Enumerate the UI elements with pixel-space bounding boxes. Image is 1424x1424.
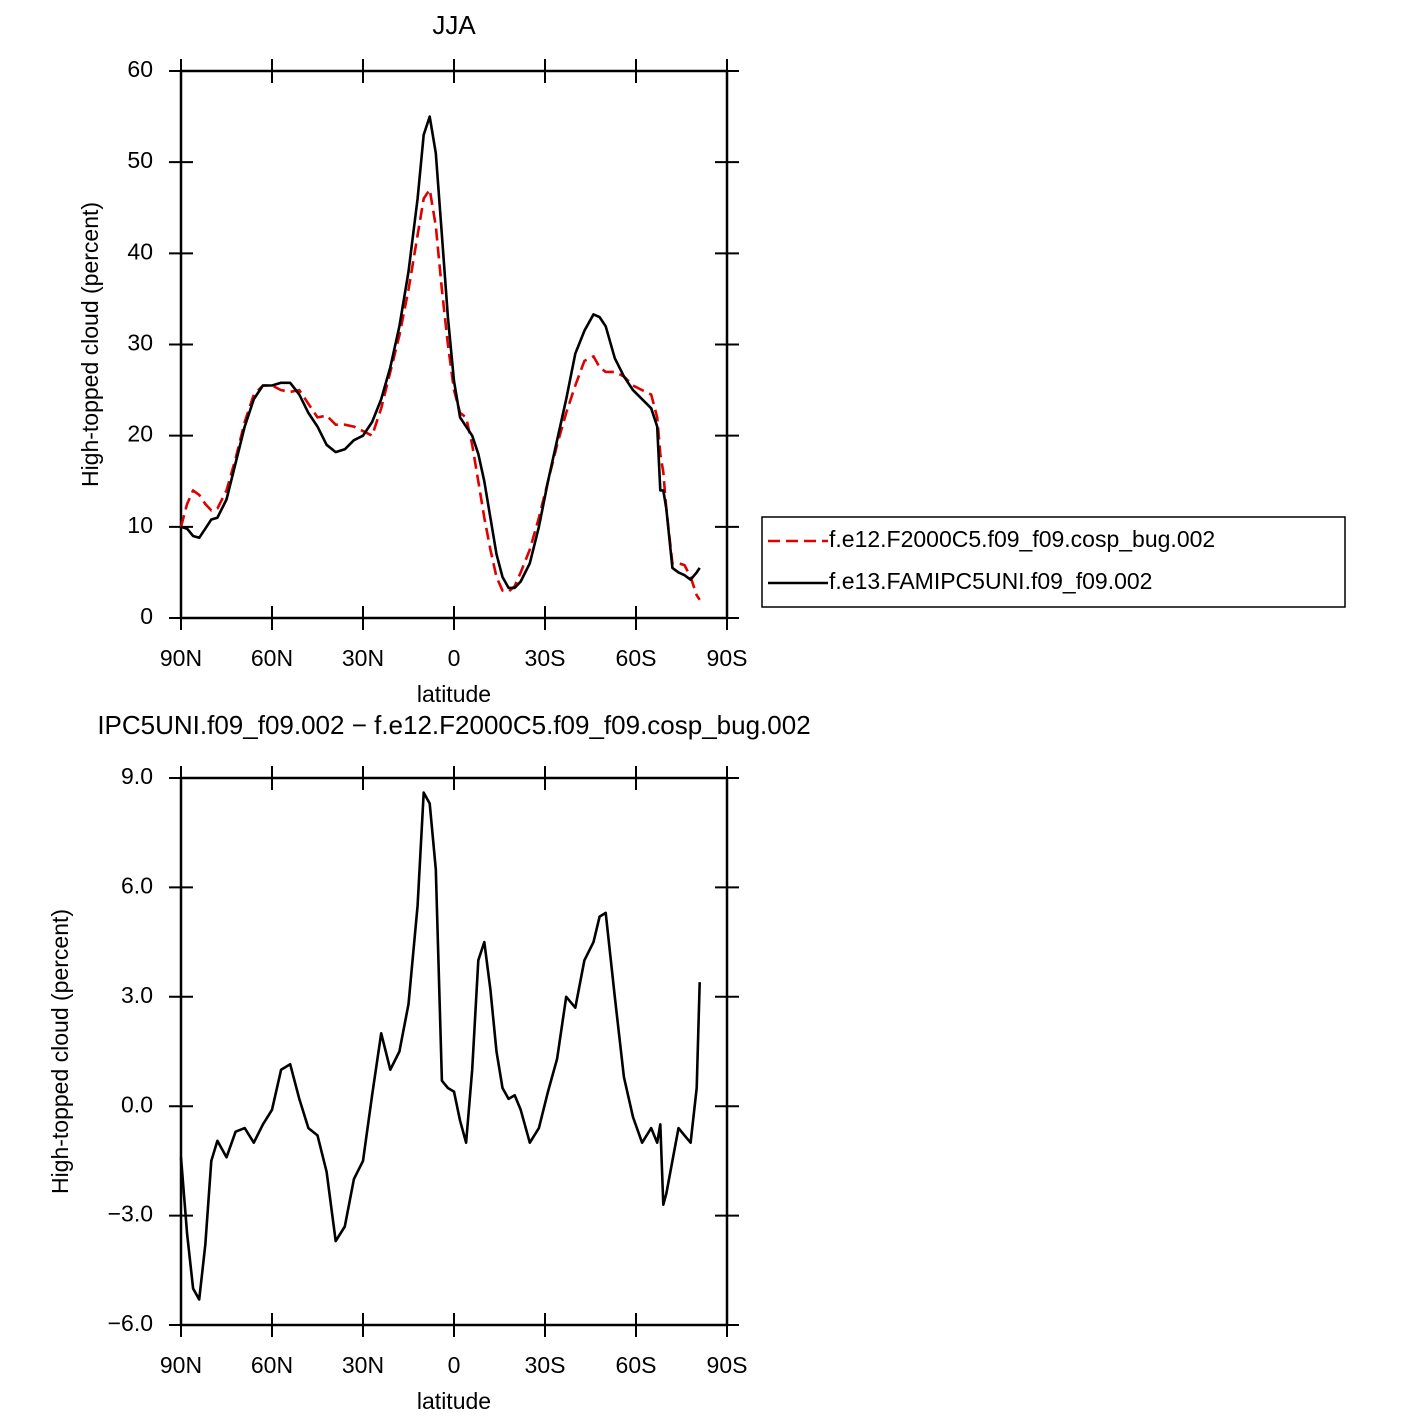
chart-title: IPC5UNI.f09_f09.002 − f.e12.F2000C5.f09_… (97, 710, 810, 740)
y-tick-label: 0.0 (121, 1091, 153, 1117)
y-axis-label: High-topped cloud (percent) (77, 202, 103, 487)
legend-box (761, 516, 1346, 608)
series-line (179, 188, 701, 601)
y-tick-label: 3.0 (121, 982, 153, 1008)
y-tick-label: −3.0 (108, 1201, 153, 1227)
legend-label: f.e13.FAMIPC5UNI.f09_f09.002 (829, 568, 1152, 594)
y-tick-label: 6.0 (121, 872, 153, 898)
y-tick-label: 30 (127, 330, 153, 356)
y-axis-label: High-topped cloud (percent) (47, 909, 73, 1194)
x-tick-label: 60S (616, 645, 657, 671)
plot-frame (179, 69, 729, 620)
y-tick-label: 0 (140, 603, 153, 629)
x-tick-label: 90S (707, 645, 748, 671)
series-line (180, 115, 701, 590)
x-tick-label: 30N (342, 645, 384, 671)
y-tick-label: 20 (127, 421, 153, 447)
plot-frame (179, 776, 729, 1327)
y-tick-label: −6.0 (108, 1310, 153, 1336)
x-tick-label: 90S (707, 1352, 748, 1378)
x-tick-label: 30S (525, 645, 566, 671)
y-tick-label: 60 (127, 56, 153, 82)
series-line (179, 791, 701, 1301)
x-tick-label: 60N (251, 1352, 293, 1378)
x-tick-label: 0 (448, 645, 461, 671)
y-tick-label: 10 (127, 512, 153, 538)
y-tick-label: 50 (127, 147, 153, 173)
x-tick-label: 90N (160, 1352, 202, 1378)
x-tick-label: 30N (342, 1352, 384, 1378)
x-tick-label: 0 (448, 1352, 461, 1378)
x-axis-label: latitude (417, 681, 491, 707)
x-tick-label: 60N (251, 645, 293, 671)
legend-label: f.e12.F2000C5.f09_f09.cosp_bug.002 (829, 526, 1215, 552)
x-tick-label: 30S (525, 1352, 566, 1378)
x-axis-label: latitude (417, 1388, 491, 1414)
x-tick-label: 90N (160, 645, 202, 671)
y-tick-label: 40 (127, 238, 153, 264)
y-tick-label: 9.0 (121, 763, 153, 789)
x-tick-label: 60S (616, 1352, 657, 1378)
chart-title: JJA (432, 10, 476, 40)
